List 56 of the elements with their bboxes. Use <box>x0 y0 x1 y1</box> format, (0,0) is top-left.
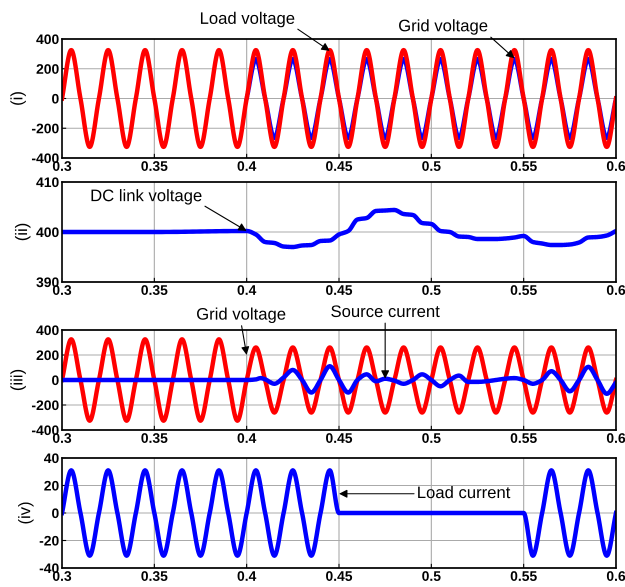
x-tick-label: 0.45 <box>326 161 352 171</box>
x-tick-label: 0.45 <box>326 285 352 295</box>
x-tick-label: 0.6 <box>606 571 625 581</box>
x-tick-label: 0.3 <box>52 433 72 443</box>
y-tick-label: 400 <box>36 227 59 238</box>
x-tick-label: 0.4 <box>238 433 256 443</box>
x-tick-label: 0.55 <box>510 285 537 295</box>
y-tick-label: 20 <box>44 480 59 491</box>
y-tick-label: 200 <box>36 350 59 360</box>
y-axis-title: (iii) <box>10 370 26 390</box>
y-axis-title: (i) <box>10 92 26 105</box>
x-tick-label: 0.55 <box>510 433 537 443</box>
y-tick-label: 0 <box>52 508 59 518</box>
annotation: Grid voltage <box>197 308 286 324</box>
x-tick-label: 0.3 <box>52 285 72 295</box>
y-tick-label: 410 <box>36 177 59 188</box>
x-tick-label: 0.6 <box>606 161 625 171</box>
x-tick-label: 0.35 <box>141 285 168 295</box>
x-tick-label: 0.3 <box>52 571 72 581</box>
y-tick-label: 400 <box>36 325 59 336</box>
y-tick-label: -40 <box>40 563 59 574</box>
y-tick-label: 390 <box>36 277 59 288</box>
x-tick-label: 0.45 <box>326 571 352 581</box>
x-tick-label: 0.35 <box>141 571 168 581</box>
x-tick-label: 0.3 <box>52 161 72 171</box>
x-tick-label: 0.5 <box>422 285 441 295</box>
x-tick-label: 0.35 <box>141 433 168 443</box>
annotation: Load current <box>418 486 510 498</box>
x-tick-label: 0.6 <box>606 433 625 443</box>
x-tick-label: 0.45 <box>326 433 352 443</box>
annotation: Grid voltage <box>399 19 488 35</box>
y-tick-label: 40 <box>44 453 59 464</box>
y-tick-label: -200 <box>32 124 59 134</box>
x-tick-label: 0.4 <box>238 571 256 581</box>
x-tick-label: 0.6 <box>606 285 625 295</box>
y-tick-label: 0 <box>52 375 59 386</box>
y-tick-label: 200 <box>36 64 59 74</box>
y-axis-title: (ii) <box>14 224 30 240</box>
y-tick-label: 0 <box>52 94 59 104</box>
y-tick-label: 400 <box>36 34 59 44</box>
x-tick-label: 0.5 <box>422 161 441 171</box>
x-tick-label: 0.55 <box>510 161 537 171</box>
y-tick-label: -200 <box>32 400 59 410</box>
x-tick-label: 0.55 <box>510 571 537 581</box>
x-tick-label: 0.35 <box>141 161 168 171</box>
y-tick-label: -400 <box>32 425 59 436</box>
annotation: Load voltage <box>200 12 294 28</box>
y-axis-title: (iv) <box>18 502 34 524</box>
y-tick-label: -400 <box>32 153 59 164</box>
x-tick-label: 0.4 <box>238 161 256 171</box>
x-tick-label: 0.5 <box>422 433 441 443</box>
y-tick-label: -20 <box>40 536 59 546</box>
annotation: Source current <box>331 305 440 318</box>
x-tick-label: 0.4 <box>238 285 256 295</box>
x-tick-label: 0.5 <box>422 571 441 581</box>
annotation: DC link voltage <box>92 189 202 205</box>
